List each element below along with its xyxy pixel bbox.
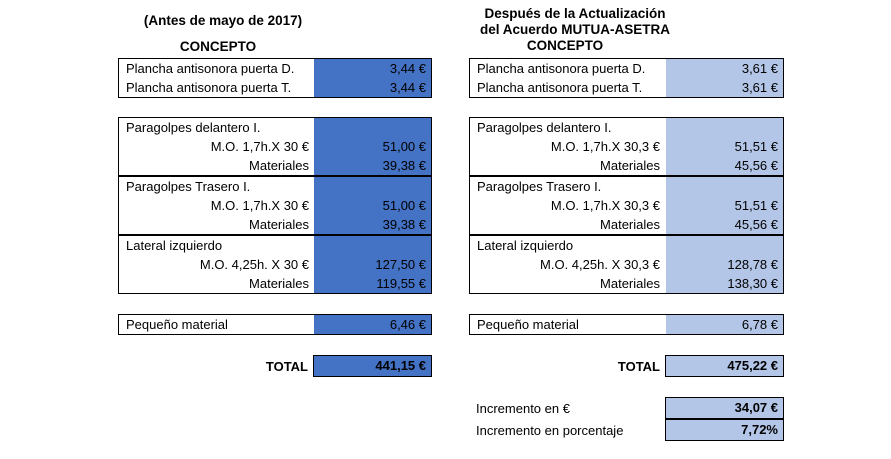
right-total-value: 475,22 €	[666, 356, 783, 376]
right-lateral-title: Lateral izquierdo	[477, 238, 574, 253]
right-lateral-mat-label: Materiales	[600, 276, 660, 291]
right-plancha-t-row: Plancha antisonora puerta T. 3,61 €	[470, 78, 783, 97]
left-total-box: 441,15 €	[313, 355, 432, 377]
right-delantero-mat-label: Materiales	[600, 158, 660, 173]
incremento-eur-label: Incremento en €	[476, 401, 570, 416]
incremento-pct-label: Incremento en porcentaje	[476, 423, 624, 438]
left-delantero-title-fill	[314, 118, 431, 137]
left-trasero-mat-row: Materiales 39,38 €	[119, 215, 431, 234]
left-pequeno-label: Pequeño material	[126, 317, 228, 332]
left-lateral-mo-row: M.O. 4,25h. X 30 € 127,50 €	[119, 255, 431, 274]
left-lateral-mo-value: 127,50 €	[314, 255, 431, 274]
right-lateral-title-row: Lateral izquierdo	[470, 236, 783, 255]
left-trasero-title-fill	[314, 177, 431, 196]
left-plancha-t-row: Plancha antisonora puerta T. 3,44 €	[119, 78, 431, 97]
left-lateral-title-row: Lateral izquierdo	[119, 236, 431, 255]
left-total-value: 441,15 €	[314, 356, 431, 376]
right-trasero-mo-row: M.O. 1,7h.X 30,3 € 51,51 €	[470, 196, 783, 215]
right-delantero-title-fill	[666, 118, 783, 137]
right-trasero-title-fill	[666, 177, 783, 196]
right-trasero-title-row: Paragolpes Trasero I.	[470, 177, 783, 196]
left-header-period: (Antes de mayo de 2017)	[143, 13, 303, 28]
left-lateral-mat-label: Materiales	[249, 276, 309, 291]
left-delantero-mat-label: Materiales	[249, 158, 309, 173]
incremento-eur-value: 34,07 €	[666, 398, 783, 418]
left-trasero-block: Paragolpes Trasero I. M.O. 1,7h.X 30 € 5…	[118, 176, 432, 235]
right-delantero-mo-row: M.O. 1,7h.X 30,3 € 51,51 €	[470, 137, 783, 156]
right-total-label: TOTAL	[617, 359, 660, 374]
right-pequeno-value: 6,78 €	[666, 315, 783, 334]
left-plancha-d-row: Plancha antisonora puerta D. 3,44 €	[119, 59, 431, 78]
left-trasero-mo-row: M.O. 1,7h.X 30 € 51,00 €	[119, 196, 431, 215]
left-trasero-title: Paragolpes Trasero I.	[126, 179, 251, 194]
right-delantero-title: Paragolpes delantero I.	[477, 120, 612, 135]
right-lateral-mat-value: 138,30 €	[666, 274, 783, 293]
right-planchas-block: Plancha antisonora puerta D. 3,61 € Plan…	[469, 58, 784, 98]
right-total-box: 475,22 €	[665, 355, 784, 377]
left-trasero-mo-label: M.O. 1,7h.X 30 €	[210, 198, 309, 213]
left-delantero-title-row: Paragolpes delantero I.	[119, 118, 431, 137]
right-delantero-mat-row: Materiales 45,56 €	[470, 156, 783, 175]
left-plancha-t-value: 3,44 €	[314, 78, 431, 97]
right-trasero-title: Paragolpes Trasero I.	[477, 179, 602, 194]
left-planchas-block: Plancha antisonora puerta D. 3,44 € Plan…	[118, 58, 432, 98]
left-trasero-title-row: Paragolpes Trasero I.	[119, 177, 431, 196]
right-header-agreement: del Acuerdo MUTUA-ASETRA	[479, 22, 670, 37]
left-delantero-mat-value: 39,38 €	[314, 156, 431, 175]
left-lateral-title-fill	[314, 236, 431, 255]
right-delantero-block: Paragolpes delantero I. M.O. 1,7h.X 30,3…	[469, 117, 784, 176]
right-pequeno-block: Pequeño material 6,78 €	[469, 314, 784, 335]
right-lateral-mo-label: M.O. 4,25h. X 30,3 €	[540, 257, 660, 272]
right-trasero-mo-label: M.O. 1,7h.X 30,3 €	[550, 198, 660, 213]
right-delantero-title-row: Paragolpes delantero I.	[470, 118, 783, 137]
left-trasero-mo-value: 51,00 €	[314, 196, 431, 215]
right-plancha-d-value: 3,61 €	[666, 59, 783, 78]
left-delantero-mat-row: Materiales 39,38 €	[119, 156, 431, 175]
left-lateral-mo-label: M.O. 4,25h. X 30 €	[199, 257, 309, 272]
left-plancha-d-label: Plancha antisonora puerta D.	[126, 61, 295, 76]
right-plancha-d-label: Plancha antisonora puerta D.	[477, 61, 646, 76]
right-lateral-mo-value: 128,78 €	[666, 255, 783, 274]
right-trasero-mat-row: Materiales 45,56 €	[470, 215, 783, 234]
left-pequeno-row: Pequeño material 6,46 €	[119, 315, 431, 334]
right-delantero-mo-label: M.O. 1,7h.X 30,3 €	[550, 139, 660, 154]
left-trasero-mat-value: 39,38 €	[314, 215, 431, 234]
left-delantero-mo-label: M.O. 1,7h.X 30 €	[210, 139, 309, 154]
left-trasero-mat-label: Materiales	[249, 217, 309, 232]
right-lateral-mo-row: M.O. 4,25h. X 30,3 € 128,78 €	[470, 255, 783, 274]
left-delantero-block: Paragolpes delantero I. M.O. 1,7h.X 30 €…	[118, 117, 432, 176]
left-pequeno-value: 6,46 €	[314, 315, 431, 334]
left-total-label: TOTAL	[265, 359, 308, 374]
right-delantero-mo-value: 51,51 €	[666, 137, 783, 156]
left-pequeno-block: Pequeño material 6,46 €	[118, 314, 432, 335]
right-lateral-mat-row: Materiales 138,30 €	[470, 274, 783, 293]
incremento-pct-box: 7,72%	[665, 419, 784, 441]
incremento-eur-box: 34,07 €	[665, 397, 784, 419]
right-lateral-title-fill	[666, 236, 783, 255]
right-header-concepto: CONCEPTO	[526, 38, 604, 53]
left-header-concepto: CONCEPTO	[179, 39, 257, 54]
left-plancha-d-value: 3,44 €	[314, 59, 431, 78]
right-pequeno-label: Pequeño material	[477, 317, 579, 332]
right-trasero-mo-value: 51,51 €	[666, 196, 783, 215]
right-plancha-t-label: Plancha antisonora puerta T.	[477, 80, 643, 95]
left-plancha-t-label: Plancha antisonora puerta T.	[126, 80, 292, 95]
left-lateral-mat-value: 119,55 €	[314, 274, 431, 293]
right-plancha-t-value: 3,61 €	[666, 78, 783, 97]
right-plancha-d-row: Plancha antisonora puerta D. 3,61 €	[470, 59, 783, 78]
right-lateral-block: Lateral izquierdo M.O. 4,25h. X 30,3 € 1…	[469, 235, 784, 294]
right-trasero-block: Paragolpes Trasero I. M.O. 1,7h.X 30,3 €…	[469, 176, 784, 235]
right-trasero-mat-label: Materiales	[600, 217, 660, 232]
right-trasero-mat-value: 45,56 €	[666, 215, 783, 234]
left-delantero-title: Paragolpes delantero I.	[126, 120, 261, 135]
left-delantero-mo-value: 51,00 €	[314, 137, 431, 156]
right-header-update: Después de la Actualización	[484, 6, 666, 21]
left-lateral-title: Lateral izquierdo	[126, 238, 223, 253]
left-delantero-mo-row: M.O. 1,7h.X 30 € 51,00 €	[119, 137, 431, 156]
right-delantero-mat-value: 45,56 €	[666, 156, 783, 175]
incremento-pct-value: 7,72%	[666, 420, 783, 440]
right-pequeno-row: Pequeño material 6,78 €	[470, 315, 783, 334]
left-lateral-block: Lateral izquierdo M.O. 4,25h. X 30 € 127…	[118, 235, 432, 294]
left-lateral-mat-row: Materiales 119,55 €	[119, 274, 431, 293]
